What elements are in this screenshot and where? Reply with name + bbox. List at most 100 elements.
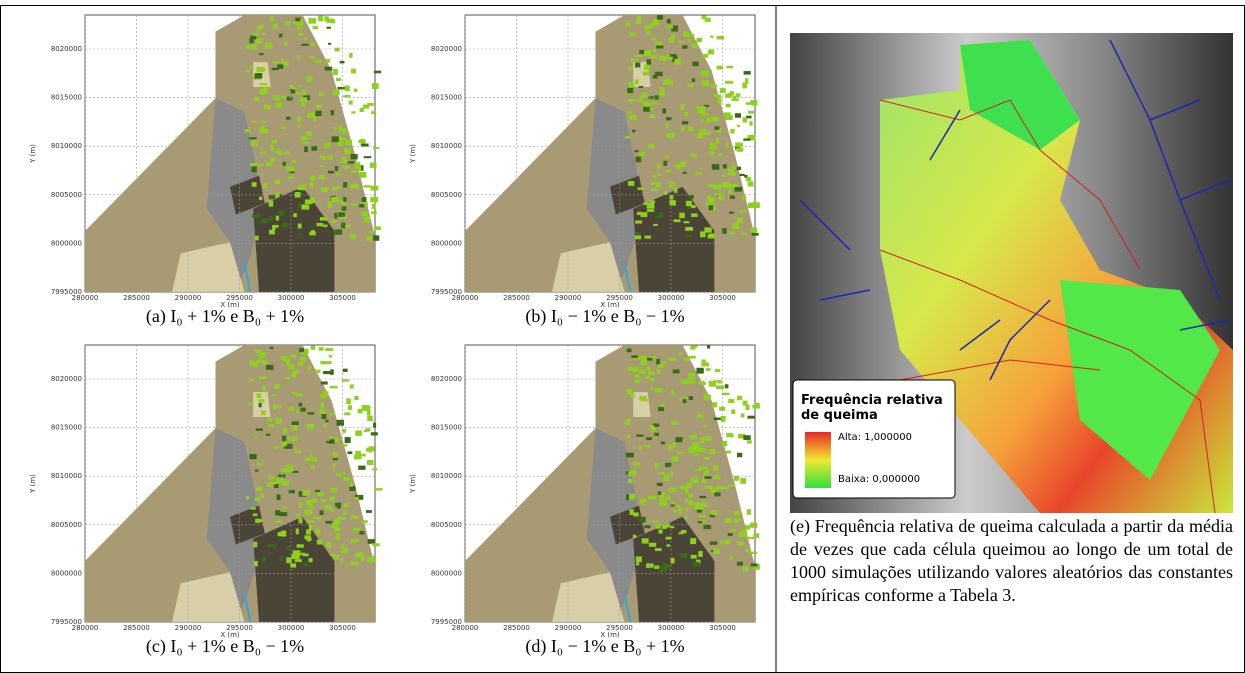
vegetation: [657, 483, 663, 486]
vegetation: [256, 28, 262, 30]
vegetation: [325, 521, 332, 524]
x-tick-label: 305000: [709, 294, 736, 302]
vegetation: [665, 463, 671, 467]
vegetation: [747, 509, 751, 515]
vegetation: [634, 150, 638, 152]
vegetation: [295, 450, 301, 453]
vegetation: [688, 494, 694, 497]
vegetation: [366, 236, 372, 241]
vegetation: [688, 126, 693, 131]
vegetation: [647, 59, 651, 65]
vegetation: [673, 510, 678, 513]
vegetation: [625, 23, 631, 26]
vegetation: [702, 480, 706, 483]
vegetation: [743, 117, 747, 122]
vegetation: [739, 174, 744, 176]
vegetation: [297, 116, 300, 121]
vegetation: [375, 488, 383, 490]
vegetation: [627, 435, 630, 438]
vegetation: [730, 231, 735, 234]
vegetation: [652, 20, 659, 26]
vegetation: [670, 526, 674, 528]
vegetation: [251, 120, 256, 122]
vegetation: [270, 145, 275, 151]
vegetation: [631, 58, 637, 61]
vegetation: [638, 97, 642, 101]
vegetation: [658, 364, 664, 368]
vegetation: [657, 163, 661, 168]
vegetation: [752, 202, 756, 208]
y-tick-label: 8005000: [51, 191, 82, 199]
vegetation: [320, 165, 324, 167]
vegetation: [293, 22, 296, 24]
vegetation: [336, 200, 340, 202]
vegetation: [327, 156, 333, 160]
vegetation: [639, 446, 643, 450]
vegetation: [742, 196, 746, 201]
vegetation: [358, 140, 365, 143]
vegetation: [351, 184, 359, 189]
vegetation: [367, 415, 373, 421]
vegetation: [753, 533, 759, 538]
vegetation: [679, 352, 683, 355]
vegetation: [280, 557, 283, 561]
vegetation: [350, 154, 357, 159]
vegetation: [743, 435, 750, 440]
vegetation: [325, 420, 328, 422]
vegetation: [628, 111, 632, 114]
vegetation: [343, 130, 348, 134]
vegetation: [298, 362, 303, 366]
vegetation: [655, 548, 662, 551]
vegetation: [688, 356, 695, 359]
vegetation: [300, 97, 308, 102]
vegetation: [636, 19, 641, 24]
vegetation: [641, 212, 648, 217]
vegetation: [696, 38, 702, 43]
vegetation: [734, 476, 739, 481]
vegetation: [255, 73, 263, 78]
vegetation: [752, 405, 759, 409]
vegetation: [343, 197, 346, 202]
vegetation: [303, 563, 308, 567]
vegetation: [346, 398, 351, 404]
legend-high: Alta: 1,000000: [838, 432, 912, 443]
vegetation: [329, 554, 334, 556]
vegetation: [281, 59, 284, 63]
vegetation: [321, 381, 328, 384]
vegetation: [351, 111, 355, 113]
vegetation: [257, 462, 264, 464]
vegetation: [735, 113, 741, 118]
vegetation: [659, 212, 664, 217]
vegetation: [317, 492, 324, 496]
vegetation: [658, 492, 661, 495]
vegetation: [635, 79, 639, 84]
vegetation: [340, 558, 343, 562]
vegetation: [256, 487, 262, 491]
vegetation: [737, 453, 742, 457]
vegetation: [257, 519, 263, 522]
vegetation: [639, 517, 645, 523]
vegetation: [299, 503, 303, 508]
x-tick-label: 305000: [329, 624, 356, 632]
vegetation: [651, 387, 654, 391]
vegetation: [260, 89, 266, 94]
vegetation: [735, 148, 743, 150]
vegetation: [746, 405, 750, 410]
vegetation: [651, 427, 656, 431]
vegetation: [263, 183, 268, 187]
vegetation: [309, 558, 313, 562]
vegetation: [749, 121, 752, 125]
vegetation: [729, 556, 733, 559]
vegetation: [372, 204, 376, 209]
vegetation: [737, 125, 740, 127]
vegetation: [285, 21, 292, 25]
vegetation: [691, 153, 697, 157]
vegetation: [273, 24, 278, 29]
vegetation: [366, 510, 372, 513]
vegetation: [705, 18, 711, 22]
vegetation: [692, 78, 695, 82]
vegetation: [680, 104, 684, 110]
vegetation: [330, 496, 335, 501]
vegetation: [305, 199, 313, 204]
vegetation: [304, 509, 312, 515]
